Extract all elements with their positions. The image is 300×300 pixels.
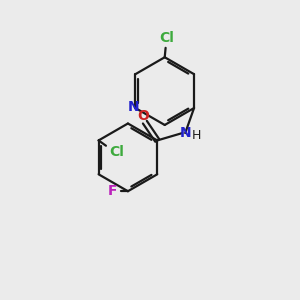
Text: Cl: Cl <box>159 31 174 45</box>
Text: F: F <box>108 184 117 198</box>
Text: H: H <box>192 129 201 142</box>
Text: Cl: Cl <box>109 145 124 159</box>
Text: O: O <box>137 109 149 123</box>
Text: N: N <box>179 126 191 140</box>
Text: N: N <box>128 100 140 115</box>
